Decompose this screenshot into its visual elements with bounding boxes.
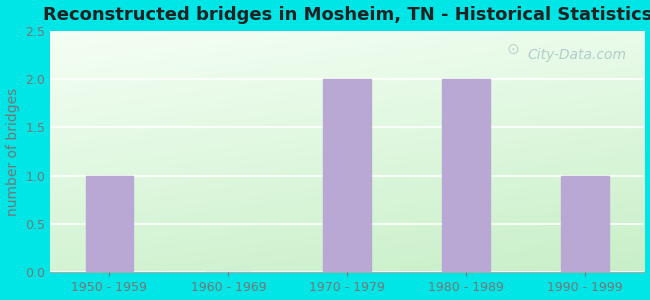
Bar	[442, 79, 490, 272]
Title: Reconstructed bridges in Mosheim, TN - Historical Statistics: Reconstructed bridges in Mosheim, TN - H…	[42, 6, 650, 24]
Text: ⊙: ⊙	[507, 41, 519, 56]
Y-axis label: number of bridges: number of bridges	[6, 87, 20, 216]
Text: City-Data.com: City-Data.com	[528, 48, 627, 62]
Bar	[324, 79, 371, 272]
Bar	[561, 176, 609, 272]
Bar	[86, 176, 133, 272]
